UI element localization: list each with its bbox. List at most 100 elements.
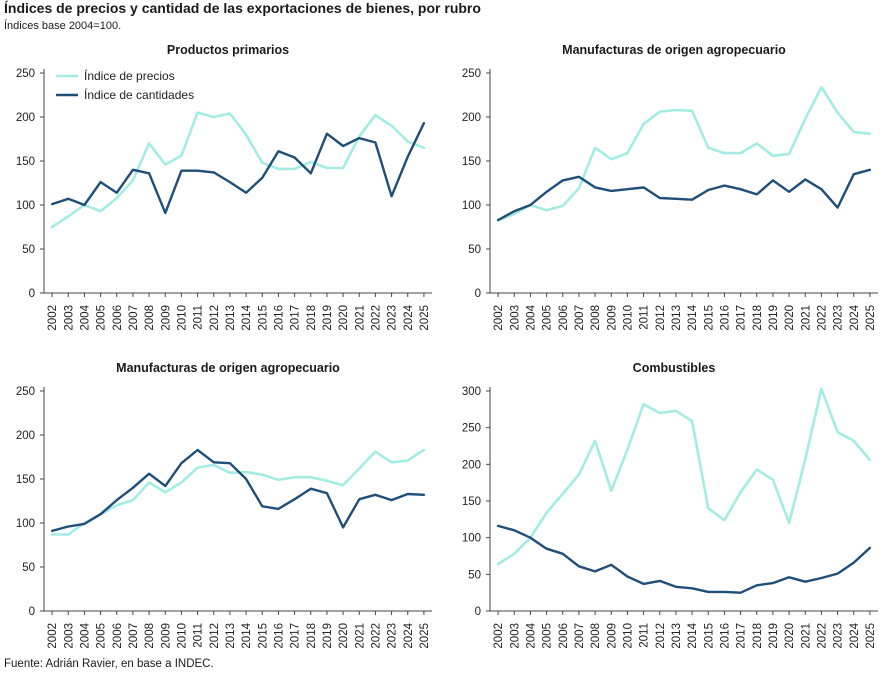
- x-tick-label: 2007: [128, 305, 140, 331]
- y-tick-label: 100: [462, 200, 481, 212]
- x-tick-label: 2016: [719, 305, 731, 331]
- series-line-precios: [496, 387, 872, 566]
- x-tick-label: 2017: [736, 305, 748, 331]
- x-tick-label: 2020: [338, 305, 350, 331]
- x-tick-label: 2023: [833, 305, 845, 331]
- y-tick-label: 0: [29, 288, 35, 300]
- x-tick-label: 2011: [193, 623, 205, 648]
- y-tick-label: 200: [16, 112, 35, 124]
- x-tick-label: 2012: [655, 305, 667, 331]
- x-tick-label: 2024: [849, 304, 861, 330]
- y-tick-label: 50: [468, 244, 481, 256]
- y-tick-label: 0: [29, 606, 35, 618]
- x-tick-label: 2021: [354, 305, 366, 331]
- x-tick-label: 2008: [144, 305, 156, 331]
- x-tick-label: 2005: [542, 305, 554, 331]
- x-tick-label: 2009: [606, 623, 618, 649]
- x-tick-label: 2007: [574, 305, 586, 331]
- figure-title: Índices de precios y cantidad de las exp…: [4, 0, 481, 16]
- x-tick-label: 2006: [112, 305, 124, 331]
- y-tick-label: 250: [462, 423, 481, 435]
- x-tick-label: 2006: [558, 623, 570, 649]
- x-tick-label: 2004: [79, 304, 91, 330]
- x-tick-label: 2020: [338, 623, 350, 649]
- x-tick-label: 2016: [273, 305, 285, 331]
- y-tick-label: 150: [16, 474, 35, 486]
- x-tick-label: 2013: [671, 305, 683, 331]
- x-tick-label: 2008: [590, 305, 602, 331]
- y-tick-label: 300: [462, 386, 481, 398]
- chart-panel-moa-1: Manufacturas de origen agropecuario 0 50 10…: [446, 38, 886, 334]
- x-tick-label: 2011: [193, 305, 205, 330]
- chart-title: Manufacturas de origen agropecuario: [116, 361, 340, 375]
- x-tick-label: 2020: [784, 623, 796, 649]
- x-tick-label: 2025: [865, 305, 877, 331]
- chart-title: Productos primarios: [167, 43, 289, 57]
- legend-label-precios: Índice de precios: [84, 68, 175, 83]
- y-tick-label: 250: [462, 68, 481, 80]
- x-tick-label: 2013: [671, 623, 683, 649]
- x-tick-label: 2025: [419, 623, 431, 649]
- y-tick-label: 200: [462, 459, 481, 471]
- y-tick-label: 50: [22, 562, 35, 574]
- x-tick-label: 2010: [176, 623, 188, 649]
- x-tick-label: 2015: [703, 623, 715, 649]
- x-tick-label: 2012: [209, 305, 221, 331]
- y-tick-label: 100: [16, 200, 35, 212]
- x-tick-label: 2013: [225, 623, 237, 649]
- y-tick-label: 150: [16, 156, 35, 168]
- x-tick-label: 2011: [639, 305, 651, 330]
- source-note: Fuente: Adrián Ravier, en base a INDEC.: [4, 658, 214, 670]
- x-tick-label: 2002: [493, 623, 505, 649]
- x-tick-label: 2014: [687, 304, 699, 330]
- x-tick-label: 2002: [493, 305, 505, 331]
- chart-title: Manufacturas de origen agropecuario: [562, 43, 786, 57]
- x-tick-label: 2023: [387, 305, 399, 331]
- y-tick-label: 250: [16, 68, 35, 80]
- x-tick-label: 2006: [558, 305, 570, 331]
- chart-svg: Manufacturas de origen agropecuario 0 50 10…: [16, 361, 432, 649]
- x-tick-label: 2024: [403, 622, 415, 648]
- x-tick-label: 2020: [784, 305, 796, 331]
- x-tick-label: 2004: [525, 304, 537, 330]
- x-tick-label: 2018: [752, 305, 764, 331]
- series-line-precios: [50, 448, 426, 536]
- x-tick-label: 2018: [306, 305, 318, 331]
- x-tick-label: 2003: [63, 305, 75, 331]
- y-tick-label: 200: [462, 112, 481, 124]
- series-line-cantidades: [50, 448, 426, 533]
- y-tick-label: 250: [16, 386, 35, 398]
- series-line-precios: [50, 111, 426, 229]
- y-tick-label: 100: [16, 518, 35, 530]
- x-tick-label: 2018: [306, 623, 318, 649]
- x-tick-label: 2014: [687, 622, 699, 648]
- x-tick-label: 2025: [865, 623, 877, 649]
- x-tick-label: 2019: [322, 623, 334, 649]
- y-tick-label: 0: [475, 606, 481, 618]
- x-tick-label: 2009: [160, 623, 172, 649]
- x-tick-label: 2024: [849, 622, 861, 648]
- legend-label-cantidades: Índice de cantidades: [84, 87, 194, 102]
- x-tick-label: 2015: [257, 623, 269, 649]
- x-tick-label: 2022: [370, 623, 382, 649]
- x-tick-label: 2022: [370, 305, 382, 331]
- x-tick-label: 2008: [590, 623, 602, 649]
- x-tick-label: 2015: [257, 305, 269, 331]
- x-tick-label: 2005: [542, 623, 554, 649]
- x-tick-label: 2023: [833, 623, 845, 649]
- y-tick-label: 0: [475, 288, 481, 300]
- x-tick-label: 2023: [387, 623, 399, 649]
- x-tick-label: 2022: [816, 305, 828, 331]
- chart-title: Combustibles: [633, 361, 716, 375]
- x-tick-label: 2002: [47, 305, 59, 331]
- chart-panel-primarios: Productos primarios 0 50 100 150 200 250 2002 20…: [0, 38, 440, 334]
- x-tick-label: 2003: [509, 305, 521, 331]
- x-tick-label: 2005: [96, 305, 108, 331]
- x-tick-label: 2021: [800, 305, 812, 331]
- chart-svg: Combustibles 0 50 100 150 200 250 300 2002 2003 20…: [462, 361, 878, 649]
- x-tick-label: 2003: [509, 623, 521, 649]
- x-tick-label: 2005: [96, 623, 108, 649]
- x-tick-label: 2010: [622, 305, 634, 331]
- chart-svg: Manufacturas de origen agropecuario 0 50 10…: [462, 43, 878, 331]
- x-tick-label: 2009: [606, 305, 618, 331]
